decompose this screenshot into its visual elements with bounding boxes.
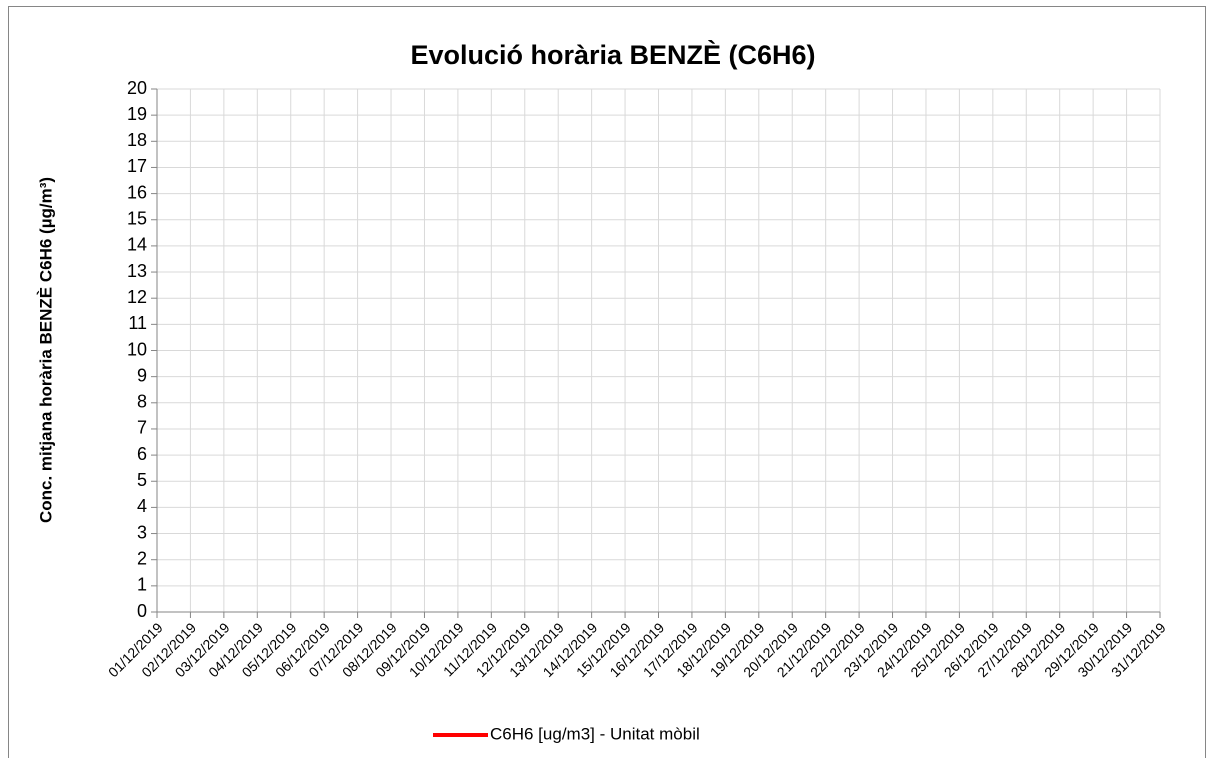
y-tick-label: 20 <box>127 78 147 98</box>
y-tick-label: 9 <box>137 365 147 385</box>
y-tick-label: 5 <box>137 470 147 490</box>
y-tick-label: 8 <box>137 392 147 412</box>
y-tick-label: 7 <box>137 418 147 438</box>
y-axis-label: Conc. mitjana horària BENZÈ C6H6 (µg/m³) <box>36 177 55 523</box>
y-tick-label: 15 <box>127 209 147 229</box>
chart-title: Evolució horària BENZÈ (C6H6) <box>410 39 815 70</box>
y-tick-label: 3 <box>137 522 147 542</box>
y-tick-label: 18 <box>127 130 147 150</box>
y-tick-label: 12 <box>127 287 147 307</box>
y-tick-label: 17 <box>127 156 147 176</box>
y-tick-label: 0 <box>137 601 147 621</box>
y-tick-label: 11 <box>128 313 147 333</box>
chart-border <box>8 6 1206 758</box>
y-tick-label: 16 <box>127 182 147 202</box>
y-tick-label: 6 <box>137 444 147 464</box>
y-tick-label: 2 <box>137 548 147 568</box>
y-tick-label: 4 <box>137 496 147 516</box>
y-tick-label: 19 <box>127 104 147 124</box>
y-tick-label: 10 <box>127 339 147 359</box>
y-tick-label: 1 <box>137 575 147 595</box>
legend-label: C6H6 [ug/m3] - Unitat mòbil <box>490 724 700 743</box>
y-tick-label: 13 <box>127 261 147 281</box>
y-tick-label: 14 <box>127 235 147 255</box>
